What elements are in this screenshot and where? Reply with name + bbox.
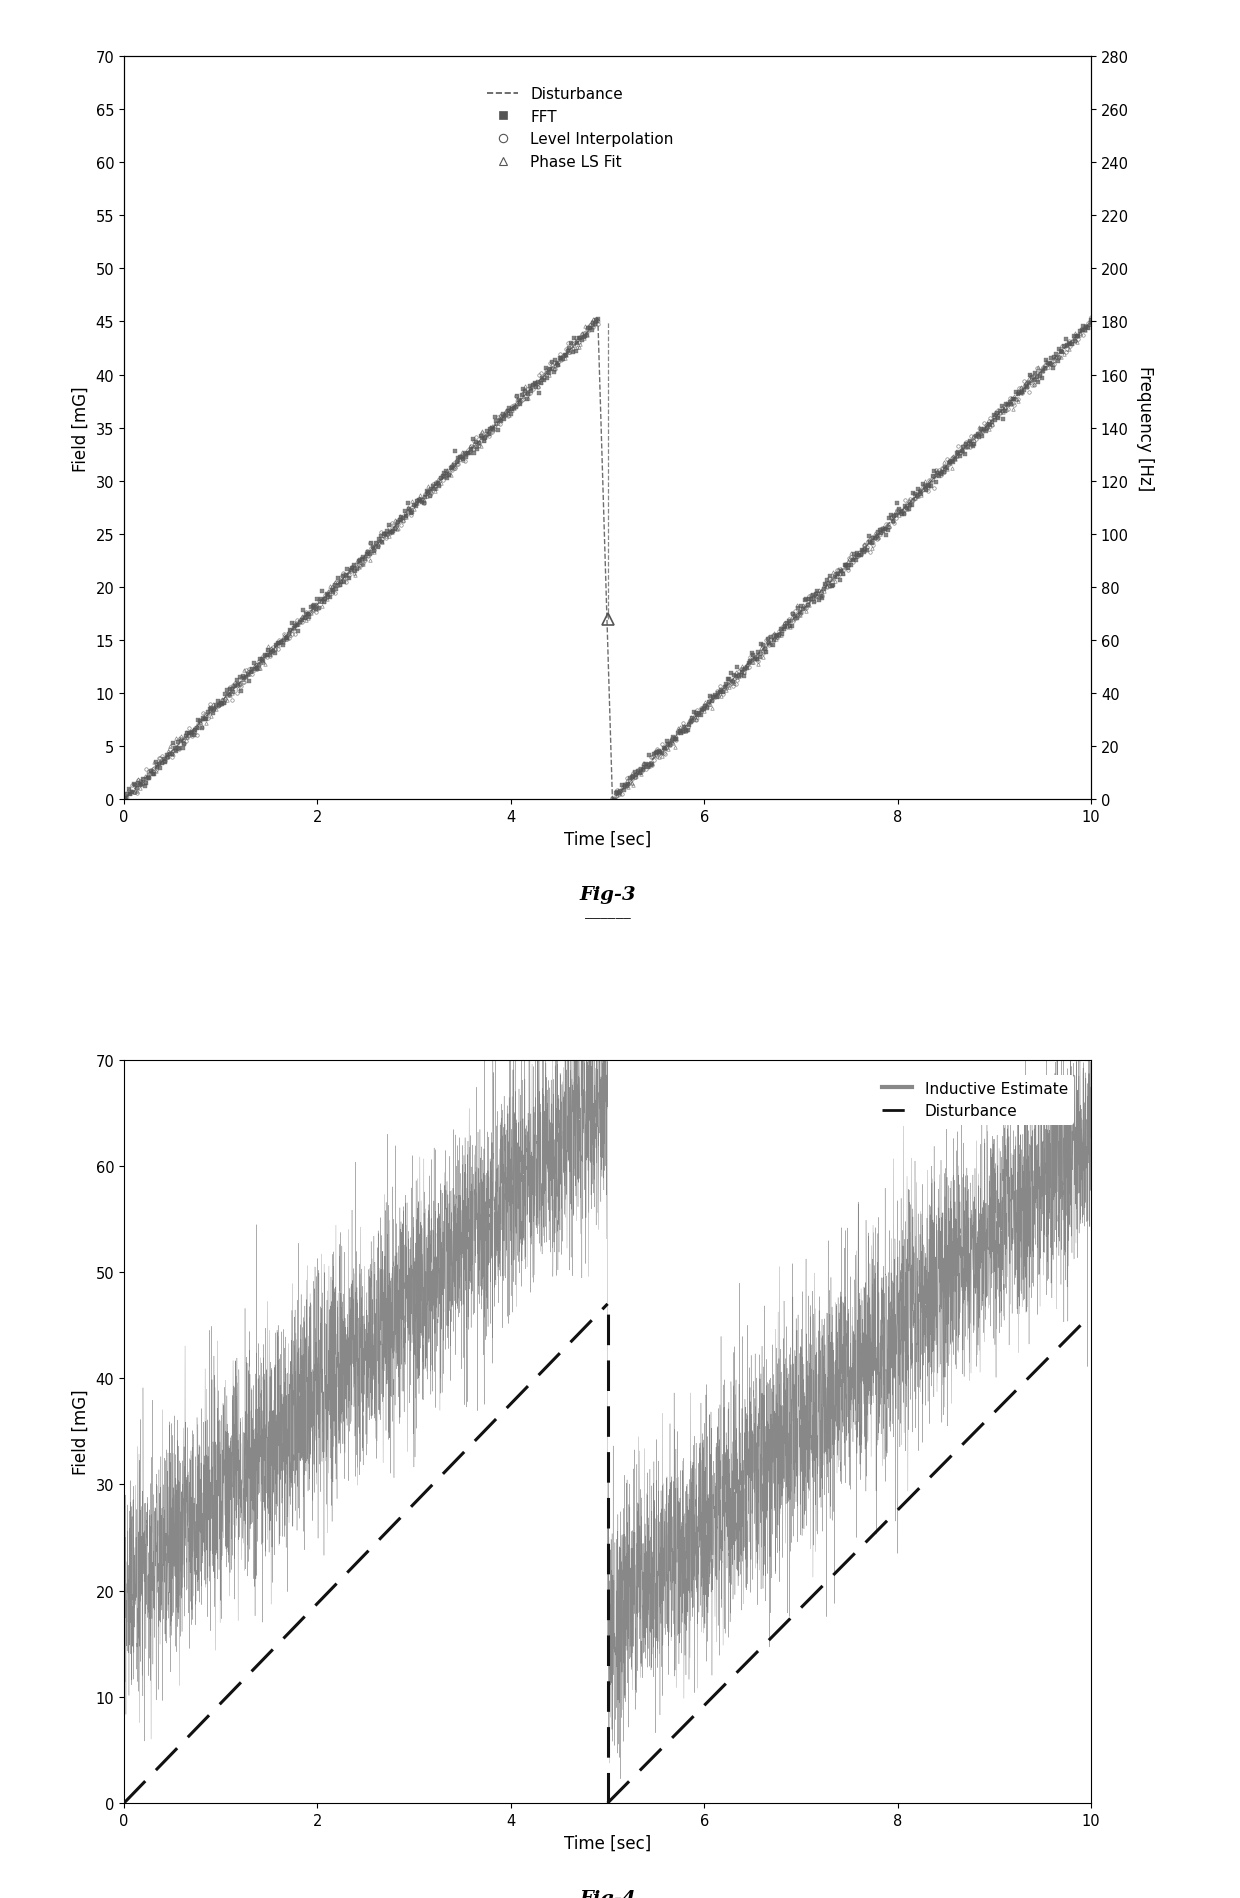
Y-axis label: Field [mG]: Field [mG] bbox=[72, 1389, 91, 1475]
Y-axis label: Frequency [Hz]: Frequency [Hz] bbox=[1136, 366, 1154, 492]
Text: Fig-3: Fig-3 bbox=[579, 884, 636, 903]
Y-axis label: Field [mG]: Field [mG] bbox=[72, 385, 91, 471]
Text: ______: ______ bbox=[585, 903, 630, 919]
Legend: Disturbance, FFT, Level Interpolation, Phase LS Fit: Disturbance, FFT, Level Interpolation, P… bbox=[480, 80, 681, 178]
X-axis label: Time [sec]: Time [sec] bbox=[564, 829, 651, 848]
X-axis label: Time [sec]: Time [sec] bbox=[564, 1833, 651, 1851]
Text: Fig-4: Fig-4 bbox=[579, 1889, 636, 1898]
Legend: Inductive Estimate, Disturbance: Inductive Estimate, Disturbance bbox=[875, 1074, 1074, 1126]
